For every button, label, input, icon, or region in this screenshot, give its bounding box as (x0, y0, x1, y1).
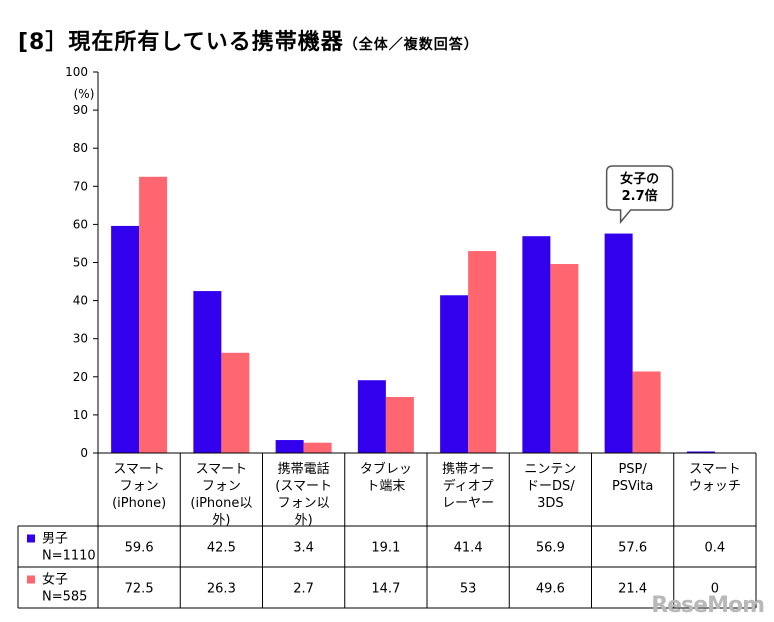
bar-girls (468, 251, 497, 453)
bar-boys (111, 225, 140, 453)
category-label: フォン (202, 479, 241, 494)
legend-label: 女子 (42, 572, 68, 588)
category-label: ディオプ (443, 478, 494, 494)
callout-text: 2.7倍 (622, 188, 658, 204)
category-label: フォン以 (278, 496, 330, 511)
bar-girls (385, 396, 414, 453)
category-label: ウォッチ (689, 479, 741, 494)
category-label: ドーDS/ (526, 479, 575, 494)
category-label: スマート (113, 462, 165, 477)
category-label: 携帯オー (442, 461, 494, 477)
bar-girls (221, 352, 250, 453)
category-label: スマート (196, 462, 248, 477)
category-label: フォン (120, 479, 159, 494)
callout-text: 女子の (620, 171, 659, 187)
bar-girls (550, 264, 579, 453)
y-tick-label: 0 (80, 446, 88, 460)
y-tick-label: 40 (73, 294, 88, 308)
data-label: 0.4 (705, 541, 726, 556)
bar-girls (303, 442, 332, 453)
y-tick-label: 80 (73, 141, 88, 155)
category-label: ニンテン (524, 462, 576, 477)
category-label: (iPhone以 (190, 496, 252, 511)
y-axis-unit-label: (%) (74, 87, 95, 101)
data-label: 21.4 (618, 582, 647, 597)
chart-title: [8］現在所有している携帯機器（全体／複数回答） (18, 24, 479, 56)
data-label: 0 (711, 582, 719, 597)
data-label: 59.6 (125, 541, 154, 556)
bar-girls (139, 176, 168, 453)
category-label: レーヤー (442, 496, 494, 511)
bar-boys (440, 295, 469, 453)
data-label: 49.6 (536, 582, 565, 597)
data-label: 56.9 (536, 541, 565, 556)
category-label: 3DS (537, 496, 564, 511)
legend-label: N=585 (42, 590, 87, 605)
y-tick-label: 90 (73, 103, 88, 117)
category-label: スマート (689, 462, 741, 477)
legend-swatch-boys (27, 534, 35, 543)
bar-boys (686, 451, 715, 453)
y-tick-label: 50 (73, 256, 88, 270)
category-label: PSP/ (618, 462, 647, 477)
legend-label: 男子 (42, 532, 68, 547)
y-tick-label: 20 (73, 370, 88, 384)
category-label: (スマート (275, 479, 332, 494)
category-label: タブレッ (360, 461, 412, 477)
y-tick-label: 70 (73, 179, 88, 193)
data-label: 19.1 (371, 541, 400, 556)
y-tick-label: 10 (73, 408, 88, 422)
category-label: PSVita (612, 479, 653, 494)
y-tick-label: 60 (73, 217, 88, 231)
data-label: 41.4 (454, 541, 483, 556)
data-label: 3.4 (293, 541, 314, 556)
category-label: 外) (212, 513, 230, 528)
data-label: 2.7 (293, 582, 314, 597)
y-tick-label: 30 (73, 332, 88, 346)
category-label: ト端末 (366, 479, 405, 494)
bar-boys (275, 440, 304, 453)
data-label: 57.6 (618, 541, 647, 556)
callout-bubble (605, 165, 674, 225)
bar-girls (632, 371, 661, 453)
bar-boys (193, 291, 222, 453)
category-label: 携帯電話 (278, 461, 330, 477)
category-label: (iPhone) (112, 496, 166, 511)
legend-swatch-girls (27, 575, 35, 584)
y-tick-label: 100 (65, 65, 88, 79)
data-label: 14.7 (371, 582, 400, 597)
title-main: [8］現在所有している携帯機器 (18, 30, 344, 55)
bar-boys (604, 233, 633, 453)
data-label: 26.3 (207, 582, 236, 597)
data-label: 53 (460, 582, 477, 597)
bar-boys (522, 236, 551, 453)
bar-boys (357, 380, 386, 453)
title-subtitle: （全体／複数回答） (343, 37, 479, 53)
data-label: 42.5 (207, 541, 236, 556)
data-label: 72.5 (125, 582, 154, 597)
legend-label: N=1110 (42, 549, 96, 564)
resemom-logo: ReseMom (651, 593, 765, 618)
category-label: 外) (295, 513, 313, 528)
